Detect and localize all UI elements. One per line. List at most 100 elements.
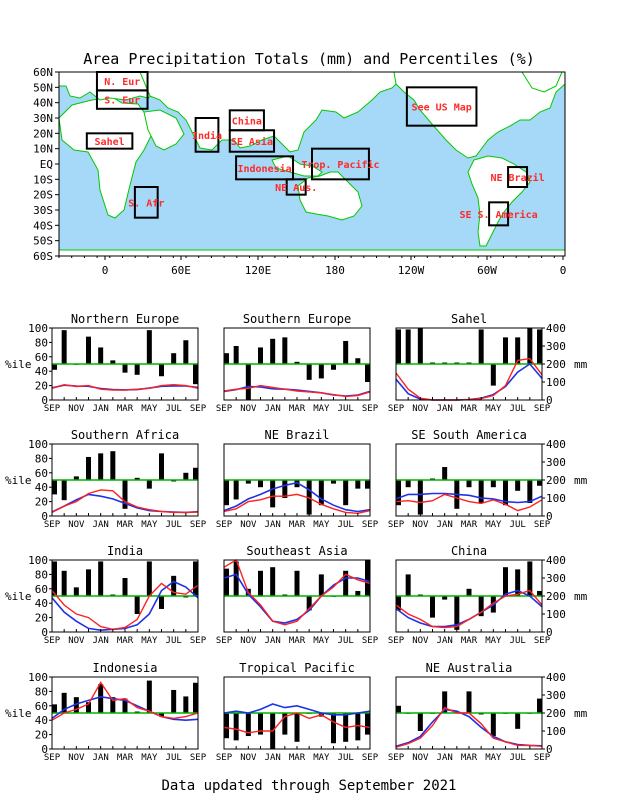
month-label: JUL: [338, 404, 354, 414]
map-lon-label: 60W: [477, 264, 497, 277]
month-label: MAY: [313, 753, 330, 763]
percentile-bar: [193, 467, 198, 480]
map-lat-label: 10S: [33, 173, 53, 186]
percentile-bar: [355, 480, 361, 489]
month-label: MAR: [117, 520, 134, 530]
percentile-bar: [224, 353, 229, 364]
map-region-boxes: N. Eur S. Eur Sahel India China SE Asia Indone…: [85, 71, 545, 227]
percentile-bar: [159, 596, 164, 609]
month-label: SEP: [388, 636, 405, 646]
percentile-bar: [224, 713, 229, 739]
percentile-bar: [159, 453, 164, 480]
observed-precip-line: [51, 489, 199, 514]
percentile-bar: [98, 453, 104, 480]
percentile-bar: [537, 480, 542, 486]
region-box: [95, 89, 149, 110]
percentile-bar: [183, 472, 189, 480]
observed-precip-line: [51, 582, 199, 631]
percentile-bar: [122, 364, 128, 373]
pct-axis-label: %ile: [5, 590, 32, 603]
month-label: NOV: [68, 753, 85, 763]
mm-tick-label: 400: [546, 322, 566, 335]
percentile-bar: [233, 480, 239, 500]
percentile-bar: [258, 480, 263, 488]
data-updated-note: Data updated through September 2021: [161, 778, 456, 794]
percentile-bar: [61, 330, 67, 364]
month-label: JUL: [510, 753, 526, 763]
month-label: MAY: [141, 520, 158, 530]
percentile-bar: [110, 451, 116, 480]
percentile-bar: [61, 570, 67, 596]
month-label: SEP: [388, 404, 405, 414]
month-label: NOV: [412, 636, 429, 646]
region-label: N. Eur: [104, 77, 140, 88]
panel-title: India: [107, 544, 143, 558]
panel-title: China: [451, 544, 487, 558]
region-label: China: [232, 115, 262, 127]
percentile-bar: [282, 337, 288, 364]
month-label: JAN: [265, 636, 281, 646]
region-box: [228, 129, 276, 153]
percentile-bar: [454, 596, 460, 630]
region-box: [285, 178, 307, 196]
mm-tick-label: 400: [546, 438, 566, 451]
percentile-bar: [134, 477, 140, 480]
month-label: JUL: [166, 404, 182, 414]
map-lat-label: 50N: [33, 81, 53, 94]
percentile-bar: [396, 596, 401, 611]
percentile-bar: [134, 596, 140, 614]
percentile-bar: [396, 705, 401, 713]
region-se-asia: SE Asia: [228, 129, 276, 153]
month-label: JAN: [93, 636, 109, 646]
month-label: NOV: [68, 520, 85, 530]
percentile-bar: [417, 713, 423, 731]
month-label: SEP: [534, 753, 551, 763]
percentile-bar: [146, 330, 152, 364]
mm-tick-label: 0: [546, 510, 553, 523]
percentile-bar: [73, 476, 79, 480]
panel-title: Tropical Pacific: [239, 661, 355, 675]
percentile-bar: [61, 480, 67, 501]
month-label: MAR: [461, 404, 478, 414]
map-landmass-antarctica: [58, 249, 566, 257]
normal-precip-line: [395, 492, 543, 504]
mm-tick-label: 300: [546, 689, 566, 702]
percentile-bar: [52, 561, 57, 596]
percentile-bar: [224, 480, 229, 506]
month-label: MAY: [313, 520, 330, 530]
map-lon-label: 0: [560, 264, 567, 277]
percentile-bar: [146, 680, 152, 713]
percentile-bar: [171, 575, 177, 596]
percentile-bar: [245, 480, 251, 484]
month-label: NOV: [412, 753, 429, 763]
observed-precip-line: [395, 493, 543, 512]
mm-tick-label: 300: [546, 456, 566, 469]
pct-tick-label: 40: [35, 714, 48, 727]
map-lon-label: 180: [325, 264, 345, 277]
month-label: NOV: [412, 520, 429, 530]
panel-ne-brazil: NE Brazil SEP NOV JAN MAR MAY JUL SEP: [216, 428, 379, 530]
panel-title: NE Australia: [426, 661, 513, 675]
mm-tick-label: 300: [546, 572, 566, 585]
map-lat-label: 30N: [33, 112, 53, 125]
region-box: [507, 166, 529, 188]
percentile-bar: [52, 364, 57, 370]
percentile-bar: [478, 480, 484, 504]
percentile-bar: [515, 337, 521, 364]
percentile-bar: [478, 329, 484, 364]
month-label: SEP: [388, 753, 405, 763]
month-label: JAN: [437, 520, 453, 530]
percentile-bar: [270, 480, 276, 508]
month-label: JAN: [437, 636, 453, 646]
panel-title: Northern Europe: [71, 312, 179, 326]
month-label: SEP: [216, 404, 233, 414]
percentile-bar: [52, 480, 57, 495]
pct-tick-label: 0: [41, 510, 48, 523]
panel-southern-europe: Southern Europe SEP NOV JAN MAR MAY JUL SEP: [216, 312, 379, 414]
map-landmass-arabia: [143, 109, 185, 151]
region-label: S. Eur: [104, 96, 140, 107]
pct-tick-label: 80: [35, 452, 48, 465]
